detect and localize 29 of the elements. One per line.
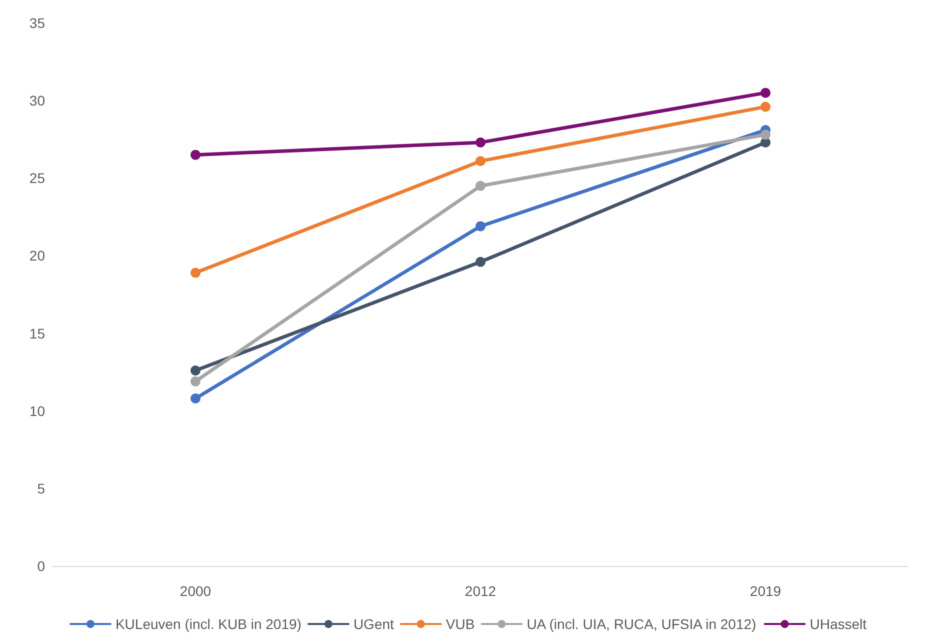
legend-label: UHasselt xyxy=(810,616,867,632)
point xyxy=(760,130,770,140)
y-tick-label: 20 xyxy=(29,248,46,264)
y-tick-label: 25 xyxy=(29,170,46,186)
y-tick-label: 30 xyxy=(29,92,46,109)
point xyxy=(190,268,200,278)
y-tick-label: 10 xyxy=(29,402,46,419)
x-tick-label: 2012 xyxy=(464,583,496,599)
point xyxy=(190,393,200,404)
legend-label: KULeuven (incl. KUB in 2019) xyxy=(115,616,302,632)
legend-label: UA (incl. UIA, RUCA, UFSIA in 2012) xyxy=(526,616,756,632)
point xyxy=(760,102,770,112)
y-tick-label: 35 xyxy=(29,15,46,31)
point xyxy=(190,376,200,386)
point xyxy=(190,366,200,376)
point xyxy=(476,256,486,267)
point xyxy=(476,137,486,148)
x-tick-label: 2019 xyxy=(750,583,782,599)
point xyxy=(190,150,200,160)
x-tick-label: 2000 xyxy=(180,583,212,599)
y-tick-label: 0 xyxy=(37,558,46,574)
point xyxy=(476,180,486,191)
y-tick-label: 15 xyxy=(29,325,46,342)
legend-label: UGent xyxy=(353,616,394,632)
legend-label: VUB xyxy=(446,616,475,632)
point xyxy=(476,221,486,232)
point xyxy=(476,156,486,166)
y-tick-label: 5 xyxy=(37,480,46,496)
point xyxy=(760,88,770,98)
